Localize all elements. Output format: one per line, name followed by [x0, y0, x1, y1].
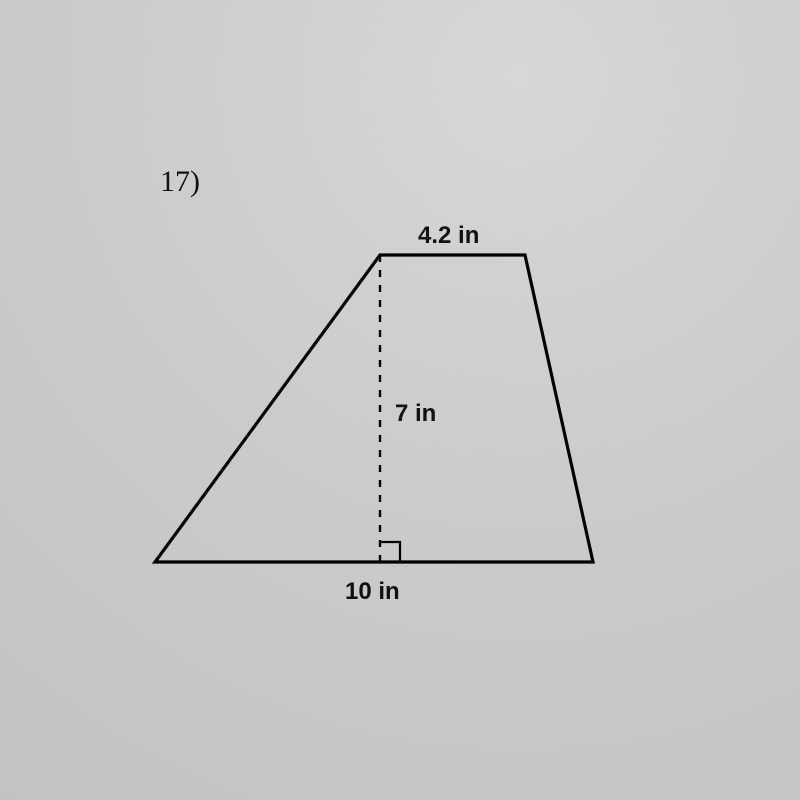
- question-number: 17): [160, 165, 200, 199]
- trapezoid-outline: [155, 255, 593, 562]
- top-base-label: 4.2 in: [418, 222, 479, 250]
- height-label: 7 in: [395, 400, 436, 428]
- right-angle-marker: [380, 542, 400, 562]
- bottom-base-label: 10 in: [345, 578, 400, 606]
